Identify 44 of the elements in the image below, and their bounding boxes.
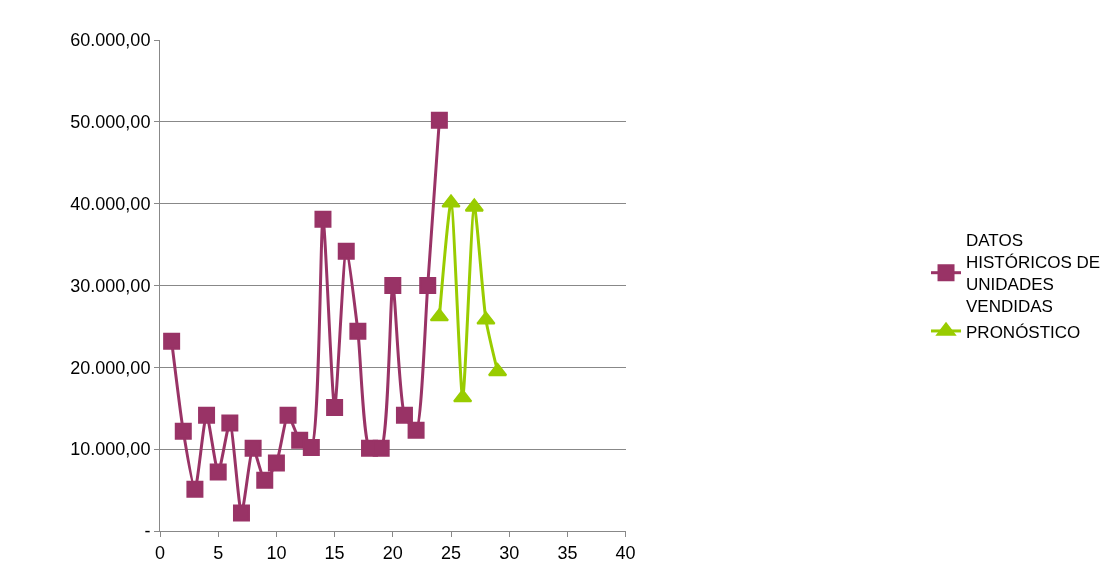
point xyxy=(337,242,355,260)
point xyxy=(326,398,344,416)
point xyxy=(419,277,437,294)
point xyxy=(209,463,227,481)
legend-label: DATOS HISTÓRICOS DE UNIDADES VENDIDAS xyxy=(966,231,1101,317)
legend-label: PRONÓSTICO xyxy=(966,322,1081,342)
x-tick-label: 5 xyxy=(213,542,224,563)
y-tick-label: 20.000,00 xyxy=(70,357,151,378)
point xyxy=(186,480,204,498)
point xyxy=(198,406,216,424)
x-tick-label: 35 xyxy=(557,542,578,563)
point xyxy=(279,406,297,424)
point xyxy=(441,194,461,208)
point xyxy=(395,406,413,424)
point xyxy=(314,210,332,228)
x-tick-label: 25 xyxy=(440,542,462,563)
x-tick-label: 0 xyxy=(154,542,166,563)
point xyxy=(302,439,320,457)
point xyxy=(464,198,484,212)
point xyxy=(430,111,448,129)
point xyxy=(384,277,402,294)
y-tick-label: 10.000,00 xyxy=(70,439,151,460)
point xyxy=(256,471,274,489)
point xyxy=(407,421,425,439)
y-tick-label: - xyxy=(144,521,151,542)
x-tick-label: 40 xyxy=(615,542,636,563)
point xyxy=(163,332,181,350)
point xyxy=(487,362,508,377)
x-tick-label: 15 xyxy=(324,542,345,563)
x-tick-label: 20 xyxy=(382,542,403,563)
y-tick-label: 50.000,00 xyxy=(70,112,151,133)
point xyxy=(349,322,367,340)
y-tick-label: 40.000,00 xyxy=(70,193,151,214)
point xyxy=(174,422,192,440)
x-tick-label: 10 xyxy=(266,542,287,563)
point xyxy=(372,439,390,457)
point xyxy=(267,454,285,472)
point xyxy=(476,311,496,325)
point xyxy=(221,414,239,432)
x-tick-label: 30 xyxy=(499,542,520,563)
y-tick-label: 60.000,00 xyxy=(70,30,151,51)
y-tick-label: 30.000,00 xyxy=(70,275,151,296)
point xyxy=(244,439,262,457)
point xyxy=(232,504,250,522)
